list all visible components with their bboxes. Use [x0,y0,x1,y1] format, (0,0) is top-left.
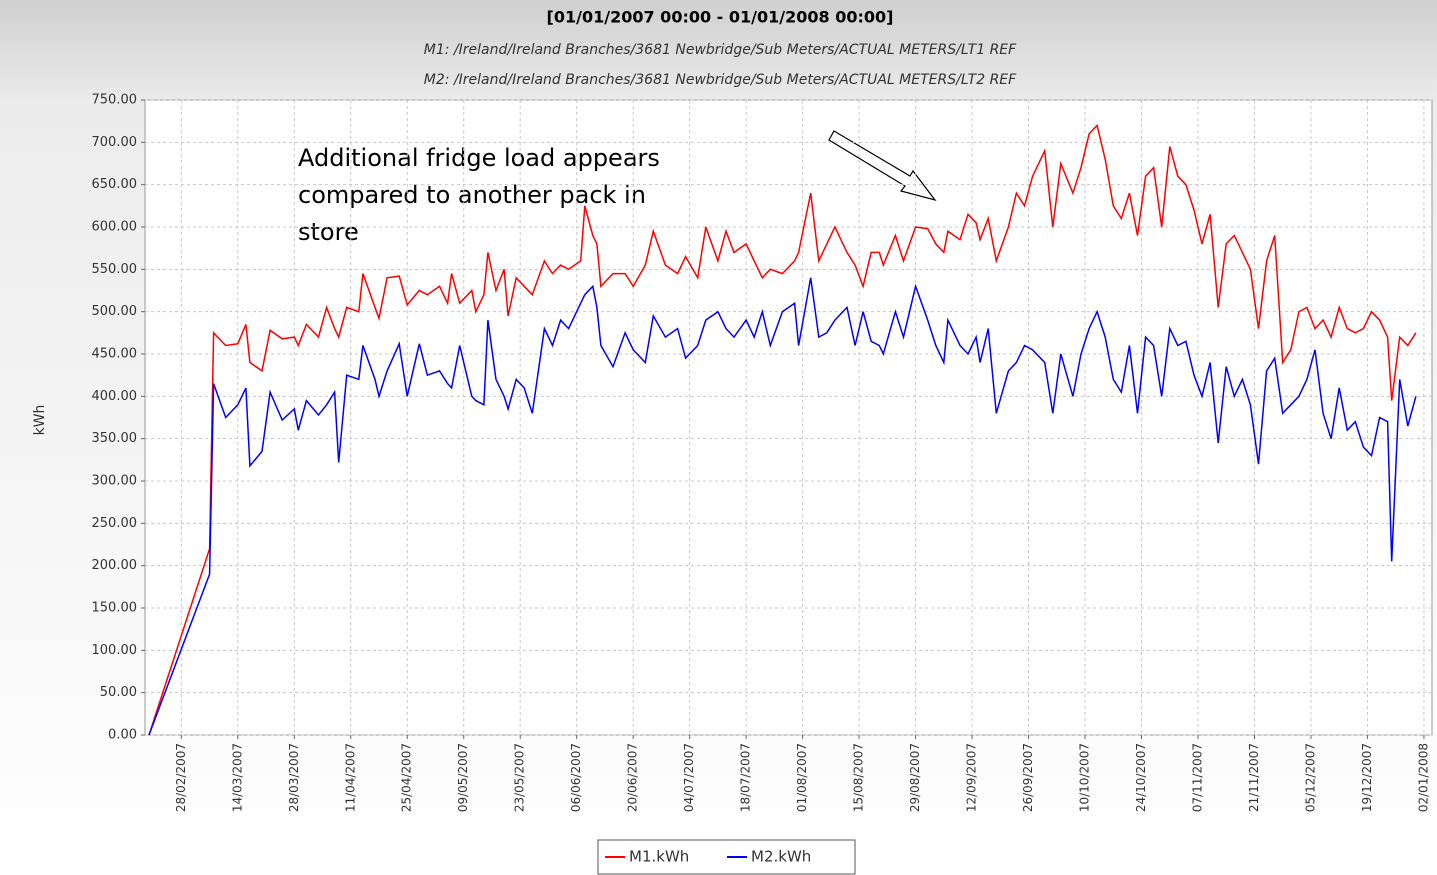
x-tick-label: 21/11/2007 [1247,743,1261,812]
y-tick-label: 250.00 [92,516,138,531]
annotation-line: compared to another pack in [298,181,646,209]
y-tick-label: 700.00 [92,135,138,150]
y-axis-label: kWh [32,405,48,436]
y-tick-label: 350.00 [92,431,138,446]
x-tick-label: 24/10/2007 [1134,743,1148,812]
legend-label: M1.kWh [629,848,689,866]
y-tick-label: 600.00 [92,220,138,235]
x-tick-label: 10/10/2007 [1078,743,1092,812]
y-tick-label: 650.00 [92,177,138,192]
x-tick-label: 05/12/2007 [1303,743,1317,812]
x-tick-label: 07/11/2007 [1191,743,1205,812]
x-tick-label: 02/01/2008 [1416,743,1430,812]
y-tick-label: 100.00 [92,643,138,658]
y-tick-label: 550.00 [92,262,138,277]
legend-label: M2.kWh [751,848,811,866]
x-tick-label: 06/06/2007 [569,743,583,812]
chart-title: [01/01/2007 00:00 - 01/01/2008 00:00] [547,8,894,27]
subtitle: M1: /Ireland/Ireland Branches/3681 Newbr… [424,42,1017,58]
y-tick-label: 450.00 [92,347,138,362]
subtitle: M2: /Ireland/Ireland Branches/3681 Newbr… [424,72,1017,88]
x-tick-label: 23/05/2007 [513,743,527,812]
y-tick-label: 300.00 [92,474,138,489]
y-tick-label: 150.00 [92,601,138,616]
y-tick-label: 50.00 [100,685,137,700]
x-tick-label: 15/08/2007 [852,743,866,812]
annotation-arrow [828,130,937,202]
x-tick-label: 28/03/2007 [287,743,301,812]
x-tick-label: 26/09/2007 [1021,743,1035,812]
x-tick-label: 14/03/2007 [230,743,244,812]
x-tick-label: 01/08/2007 [795,743,809,812]
annotation-line: Additional fridge load appears [298,144,660,172]
y-tick-label: 750.00 [92,93,138,108]
x-tick-label: 04/07/2007 [682,743,696,812]
x-tick-label: 09/05/2007 [456,743,470,812]
y-tick-label: 500.00 [92,304,138,319]
x-tick-label: 12/09/2007 [965,743,979,812]
x-tick-label: 29/08/2007 [908,743,922,812]
y-tick-label: 0.00 [108,728,137,743]
y-tick-label: 400.00 [92,389,138,404]
x-tick-label: 11/04/2007 [343,743,357,812]
legend [597,839,856,875]
x-tick-label: 20/06/2007 [626,743,640,812]
y-tick-label: 200.00 [92,558,138,573]
series-line [148,277,1417,736]
x-tick-label: 25/04/2007 [400,743,414,812]
annotation: Additional fridge load appears compared … [298,144,660,246]
series-line [148,123,1417,736]
x-tick-label: 18/07/2007 [739,743,753,812]
x-tick-label: 19/12/2007 [1360,743,1374,812]
x-tick-label: 28/02/2007 [174,743,188,812]
annotation-line: store [298,218,359,246]
plot-area [144,99,1433,736]
